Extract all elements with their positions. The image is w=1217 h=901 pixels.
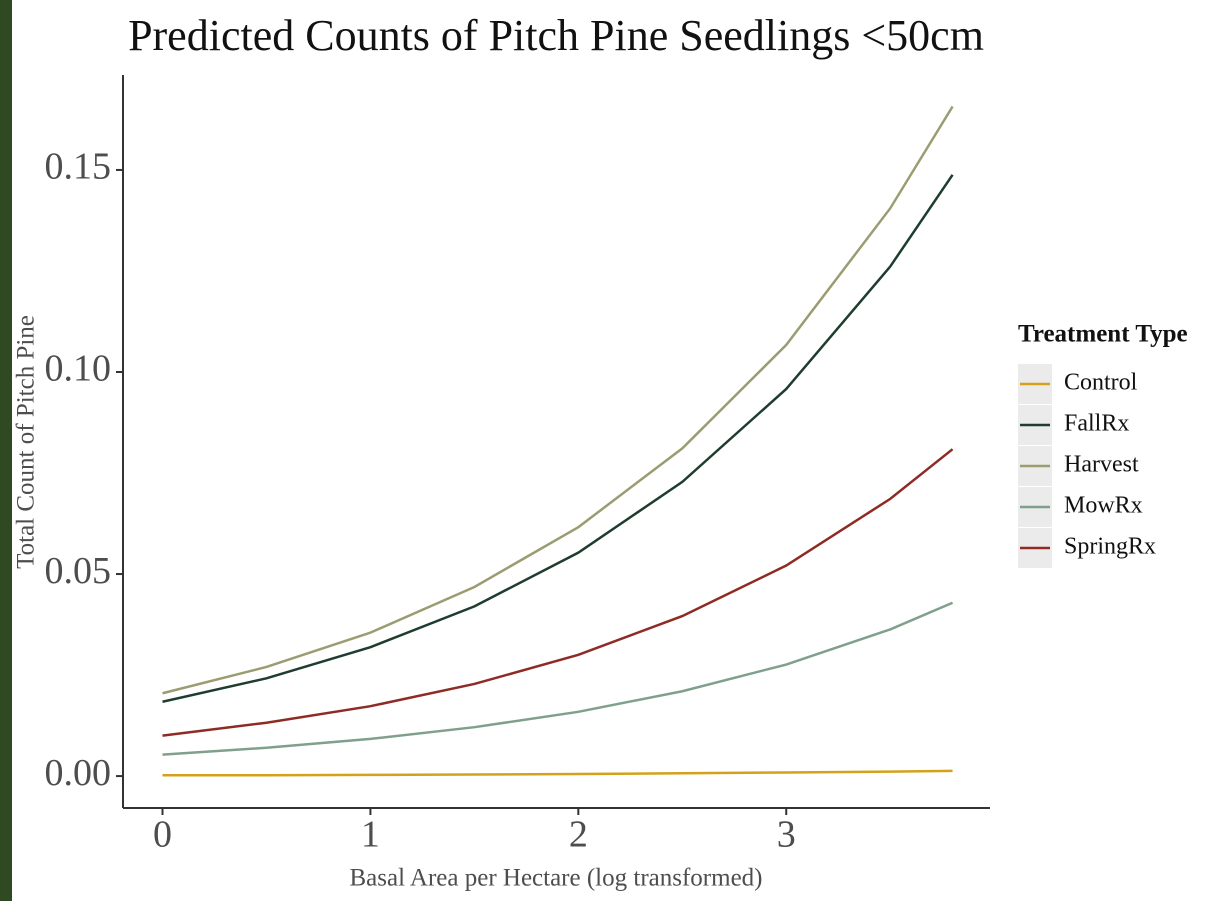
y-tick-label: 0.05 <box>45 550 112 592</box>
y-tick-label: 0.00 <box>45 752 112 794</box>
y-tick-label: 0.10 <box>45 348 112 390</box>
y-axis-label: Total Count of Pitch Pine <box>13 315 40 569</box>
x-tick-label: 3 <box>777 814 796 856</box>
page: {"chart_data": {"type": "line", "title":… <box>0 0 1217 901</box>
legend-label: MowRx <box>1064 493 1143 519</box>
chart: Predicted Counts of Pitch Pine Seedlings… <box>0 0 1217 901</box>
legend-label: Harvest <box>1064 452 1139 478</box>
legend-label: SpringRx <box>1064 534 1156 560</box>
x-tick-label: 1 <box>361 814 380 856</box>
legend-title: Treatment Type <box>1018 321 1188 348</box>
x-axis-label: Basal Area per Hectare (log transformed) <box>349 865 762 892</box>
x-tick-label: 0 <box>153 814 172 856</box>
legend-label: Control <box>1064 370 1138 396</box>
legend-label: FallRx <box>1064 411 1129 437</box>
x-tick-label: 2 <box>569 814 588 856</box>
chart-title: Predicted Counts of Pitch Pine Seedlings… <box>128 11 984 60</box>
y-tick-label: 0.15 <box>45 146 112 188</box>
